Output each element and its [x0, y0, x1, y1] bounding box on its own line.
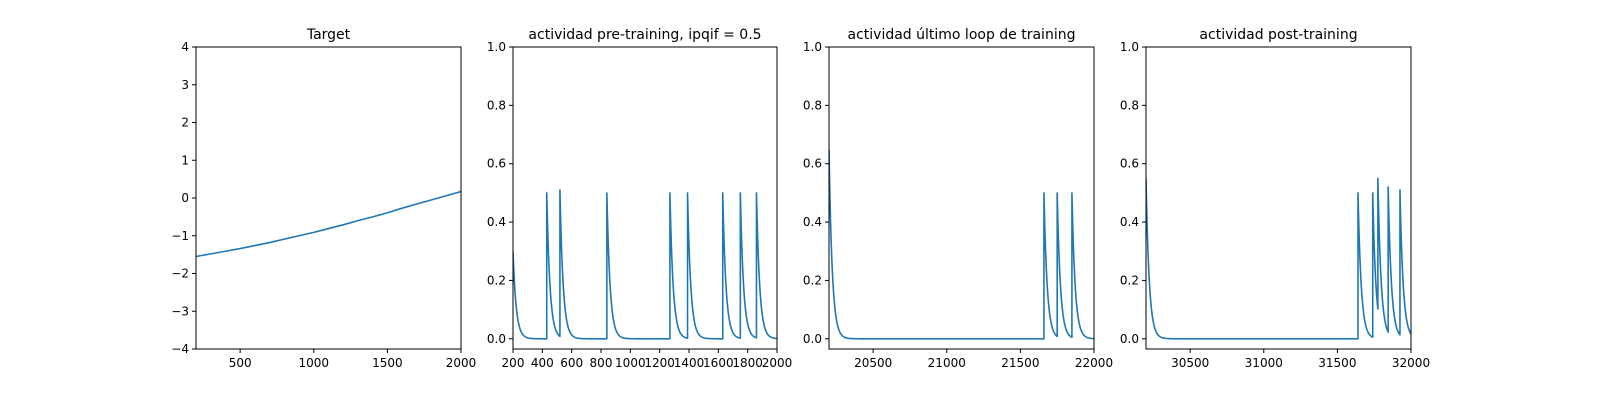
x-tick-label: 22000 — [1075, 356, 1113, 370]
y-tick-label: 0.2 — [1120, 273, 1139, 287]
x-tick-label: 1500 — [372, 356, 403, 370]
x-tick-label: 1200 — [644, 356, 675, 370]
y-tick-label: 0.2 — [803, 273, 822, 287]
chart-title: actividad pre-training, ipqif = 0.5 — [528, 27, 761, 43]
x-tick-label: 1600 — [703, 356, 734, 370]
y-tick-label: 3 — [181, 78, 189, 92]
x-tick-label: 32000 — [1392, 356, 1430, 370]
x-tick-label: 20500 — [854, 356, 892, 370]
y-tick-label: 0 — [181, 191, 189, 205]
y-tick-label: 1.0 — [1120, 40, 1139, 54]
y-tick-label: 0.0 — [803, 332, 822, 346]
x-tick-label: 200 — [502, 356, 525, 370]
y-tick-label: 0.2 — [487, 273, 506, 287]
y-tick-label: 0.6 — [803, 157, 822, 171]
y-tick-label: 0.0 — [1120, 332, 1139, 346]
x-tick-label: 1000 — [299, 356, 330, 370]
axes-frame — [828, 46, 1095, 350]
y-tick-label: −3 — [171, 304, 189, 318]
x-tick-label: 30500 — [1171, 356, 1209, 370]
chart-panel-4: 30500 31000 31500 32000 0.0 0.2 0.4 0.6 0.8 1.0 ac… — [1120, 27, 1430, 370]
series-line — [1146, 177, 1411, 340]
chart-title: actividad post-training — [1199, 27, 1357, 43]
chart-panel-3: 20500 21000 21500 22000 0.0 0.2 0.4 0.6 0.8 1.0 ac… — [803, 27, 1113, 370]
series-line — [829, 149, 1094, 340]
y-tick-label: 4 — [181, 40, 189, 54]
y-tick-label: 1.0 — [803, 40, 822, 54]
y-tick-label: 0.4 — [1120, 215, 1139, 229]
series-line — [513, 189, 777, 340]
x-tick-label: 1400 — [674, 356, 705, 370]
y-tick-label: 0.6 — [1120, 157, 1139, 171]
y-tick-label: 0.0 — [487, 332, 506, 346]
x-tick-label: 21500 — [1001, 356, 1039, 370]
y-tick-label: 0.6 — [487, 157, 506, 171]
x-tick-label: 31500 — [1318, 356, 1356, 370]
x-tick-label: 21000 — [928, 356, 966, 370]
x-tick-label: 1800 — [732, 356, 763, 370]
y-tick-label: 0.8 — [803, 98, 822, 112]
y-tick-label: 0.8 — [1120, 98, 1139, 112]
x-tick-label: 31000 — [1245, 356, 1283, 370]
chart-title: Target — [306, 27, 351, 43]
y-tick-label: 2 — [181, 116, 189, 130]
x-tick-label: 400 — [531, 356, 554, 370]
y-tick-label: −1 — [171, 229, 189, 243]
y-tick-label: 0.4 — [487, 215, 506, 229]
y-tick-label: 1.0 — [487, 40, 506, 54]
series-line — [196, 190, 461, 258]
y-tick-label: 1 — [181, 153, 189, 167]
x-tick-label: 2000 — [762, 356, 793, 370]
y-tick-label: −4 — [171, 342, 189, 356]
y-tick-label: 0.8 — [487, 98, 506, 112]
x-tick-label: 1000 — [615, 356, 646, 370]
chart-title: actividad último loop de training — [848, 27, 1076, 43]
x-tick-label: 800 — [590, 356, 613, 370]
y-tick-label: 0.4 — [803, 215, 822, 229]
chart-panel-1: 500 1000 1500 2000 −4 −3 −2 −1 0 1 2 3 4 Target — [171, 27, 476, 370]
x-tick-label: 600 — [560, 356, 583, 370]
x-tick-label: 2000 — [446, 356, 477, 370]
x-tick-label: 500 — [229, 356, 252, 370]
axes-frame — [512, 46, 778, 350]
y-tick-label: −2 — [171, 267, 189, 281]
axes-frame — [1145, 46, 1412, 350]
